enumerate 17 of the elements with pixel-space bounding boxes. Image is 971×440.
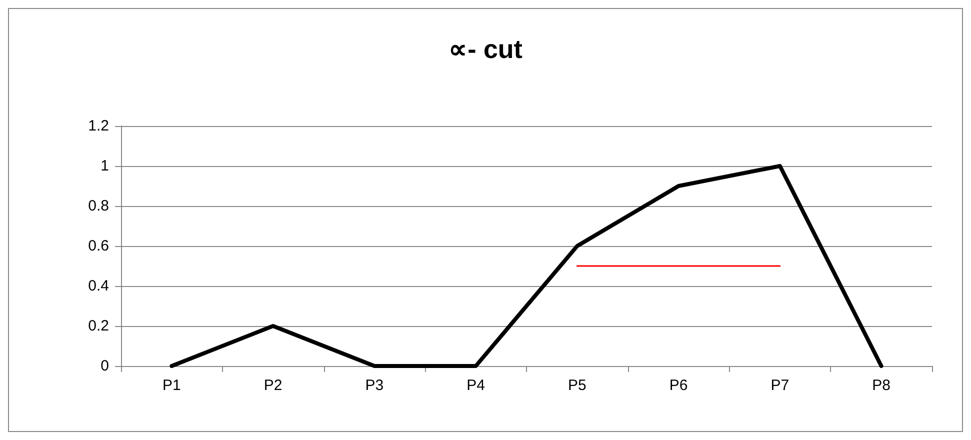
line-series (170, 164, 884, 368)
y-tick-label: 1.2 (88, 118, 109, 134)
x-tick-label: P3 (365, 377, 384, 394)
y-tick-label: 1 (100, 158, 109, 174)
y-tick-label: 0.2 (88, 318, 109, 334)
x-tick-label: P6 (669, 377, 688, 394)
x-tick-label: P5 (568, 377, 586, 394)
y-tick-label: 0.4 (88, 278, 109, 294)
x-tick-label: P8 (872, 377, 890, 394)
y-tick-label: 0 (100, 358, 109, 374)
y-tick-label: 0.8 (88, 198, 109, 214)
x-tick-label: P7 (770, 377, 790, 394)
y-tick-label: 0.6 (88, 238, 109, 254)
chart-title: ∝- cut (448, 34, 523, 64)
x-tick-label: P2 (264, 377, 282, 394)
x-tick-label: P4 (466, 377, 485, 394)
x-tick-label: P1 (162, 377, 181, 394)
